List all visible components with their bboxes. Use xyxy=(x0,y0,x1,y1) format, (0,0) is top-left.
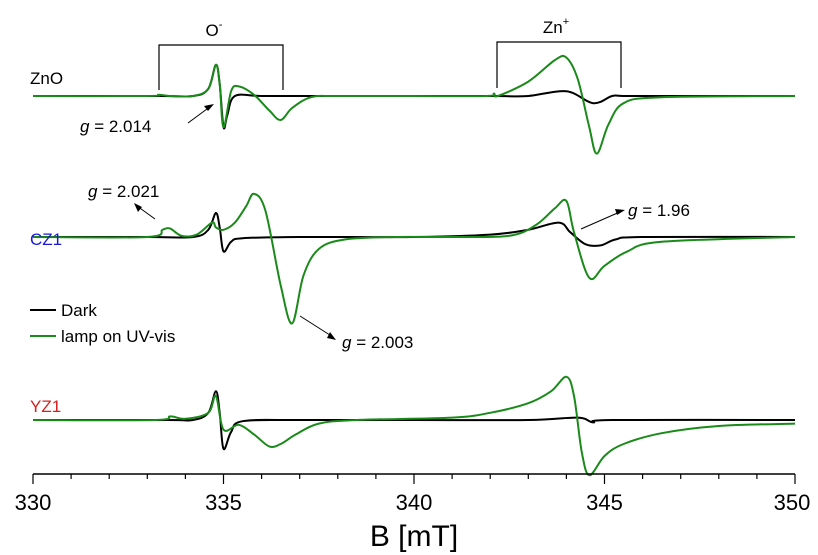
bracket-zn-plus-line xyxy=(496,41,622,88)
annotation-g-2021: g = 2.021 xyxy=(88,182,159,220)
x-tick-label: 350 xyxy=(774,490,811,515)
x-axis-ticks xyxy=(32,474,796,484)
sample-label-yz1: YZ1 xyxy=(30,397,61,416)
x-tick-label: 330 xyxy=(15,490,52,515)
annotation-g-2021-text: g = 2.021 xyxy=(88,182,159,201)
bracket-zn-plus-label: Zn+ xyxy=(543,16,569,37)
bracket-o-minus-label: O- xyxy=(206,19,223,40)
annotation-g-2003-arrow xyxy=(299,315,334,338)
legend-label-lamp: lamp on UV-vis xyxy=(61,327,175,346)
sample-label-zno: ZnO xyxy=(30,69,63,88)
spectra-curves xyxy=(32,54,796,477)
annotation-g-2014-text: g = 2.014 xyxy=(80,117,151,136)
series-yz1-dark xyxy=(32,390,796,451)
annotation-g-2003-text: g = 2.003 xyxy=(342,333,413,352)
bracket-zn-plus: Zn+ xyxy=(496,16,622,88)
series-cz1-lamp xyxy=(32,192,796,325)
x-tick-label: 335 xyxy=(205,490,242,515)
annotation-g-2014-arrowhead xyxy=(204,104,214,111)
annotation-g-196-arrowhead xyxy=(615,209,625,215)
x-axis-title: B [mT] xyxy=(370,520,458,553)
sample-label-cz1: CZ1 xyxy=(30,230,62,249)
annotation-g-2014: g = 2.014 xyxy=(80,104,214,136)
bracket-o-minus-line xyxy=(158,44,284,90)
x-axis-tick-labels: 330 335 340 345 350 xyxy=(15,490,811,515)
x-tick-label: 340 xyxy=(396,490,433,515)
annotation-g-196-text: g = 1.96 xyxy=(628,201,690,220)
legend-label-dark: Dark xyxy=(61,301,97,320)
series-yz1-lamp xyxy=(32,375,796,477)
legend: Dark lamp on UV-vis xyxy=(30,301,175,346)
annotation-g-2003-arrowhead xyxy=(327,332,336,340)
annotation-g-2021-arrowhead xyxy=(134,203,142,212)
series-zno-lamp xyxy=(32,54,796,155)
annotation-g-2003: g = 2.003 xyxy=(299,315,413,352)
bracket-o-minus: O- xyxy=(158,19,284,90)
annotation-g-196: g = 1.96 xyxy=(580,201,690,230)
annotation-g-196-arrow xyxy=(580,210,623,230)
x-tick-label: 345 xyxy=(586,490,623,515)
